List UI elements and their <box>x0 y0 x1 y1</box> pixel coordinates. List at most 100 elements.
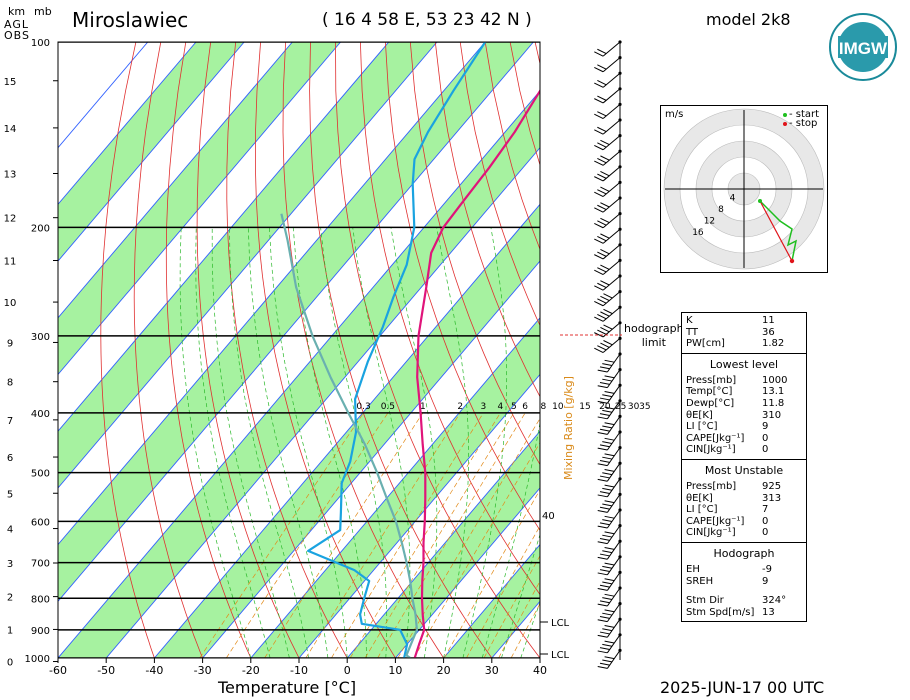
wind-barb-feather <box>604 593 615 597</box>
wind-barb-feather <box>604 484 615 488</box>
mixing-ratio-tick-label: 10 <box>552 402 564 412</box>
index-value: -9 <box>762 563 772 575</box>
moist-adiabat <box>320 227 388 658</box>
wind-barb-feather <box>594 51 604 57</box>
wind-barb-feather <box>597 666 608 669</box>
series-line-temperature <box>413 88 540 658</box>
km-tick-label: 13 <box>4 170 17 181</box>
mixing-ratio-tick-label: 1 <box>420 402 426 412</box>
wind-barb-feather <box>600 295 610 302</box>
wind-barb-feather <box>602 503 613 507</box>
wind-barb <box>594 150 621 166</box>
wind-barb-feather <box>597 369 608 373</box>
index-name: SREH <box>686 575 714 587</box>
wind-barb-feather <box>604 422 615 426</box>
index-value: 0 <box>762 527 769 539</box>
wind-barb-feather <box>600 186 610 192</box>
hodograph-ring-label: 8 <box>718 205 724 215</box>
wind-barb <box>597 431 621 451</box>
mixing-ratio-tick-label: 6 <box>522 402 528 412</box>
wind-barb-feather <box>604 437 615 441</box>
mixing-ratio-tick-label: 4 <box>498 402 504 412</box>
wind-barb-feather <box>600 171 610 177</box>
index-value: 11 <box>762 315 775 326</box>
wind-barb-feather <box>597 494 608 498</box>
wind-barb-feather <box>604 469 615 472</box>
index-name: Stm Dir <box>686 595 724 607</box>
wind-barb-feather <box>602 425 613 429</box>
index-name: TT <box>686 326 699 338</box>
wind-barb-feather <box>597 298 607 304</box>
index-name: CAPE[Jkg⁻¹] <box>686 432 745 444</box>
station-title: Miroslawiec <box>72 8 189 32</box>
dry-adiabat <box>254 42 396 658</box>
hodograph-ring-label: 12 <box>704 217 715 227</box>
km-tick-label: 12 <box>4 214 17 225</box>
km-tick-label: 0 <box>7 658 13 669</box>
wind-barb-feather <box>597 126 607 133</box>
wind-barb-feather <box>594 285 604 291</box>
wind-barb-feather <box>600 249 610 255</box>
wind-barb-feather <box>599 459 610 463</box>
dry-adiabat <box>459 42 540 327</box>
x-tick-label: -30 <box>194 664 212 677</box>
pressure-tick-label: 400 <box>31 409 50 420</box>
wind-barb <box>597 478 621 498</box>
wind-barb <box>594 166 621 182</box>
wind-barb-feather <box>597 432 608 435</box>
wind-barb-feather <box>603 340 613 346</box>
wind-barb-feather <box>594 191 604 197</box>
wind-barb-feather <box>597 111 607 117</box>
wind-barb <box>594 213 621 229</box>
hodograph-ring-label: 16 <box>692 228 704 238</box>
wind-barb <box>597 416 621 435</box>
km-tick-label: 8 <box>7 378 13 389</box>
km-axis-label: km <box>8 5 26 18</box>
wind-barb-feather <box>594 207 604 213</box>
model-label: model 2k8 <box>706 10 791 29</box>
wind-barb-feather <box>597 463 608 467</box>
station-coordinates: ( 16 4 58 E, 53 23 42 N ) <box>322 10 532 30</box>
isotherm <box>105 146 540 658</box>
isotherm <box>395 487 540 658</box>
index-row: Press[mb] 925 <box>686 481 802 493</box>
hodograph-stop-vector <box>759 200 793 262</box>
wind-barb-feather <box>604 515 615 519</box>
moist-adiabat <box>520 601 540 658</box>
wind-barb-staff <box>602 104 621 119</box>
index-row: K 11 <box>686 315 802 327</box>
index-value: 324° <box>762 595 787 607</box>
wind-barb-feather <box>597 48 607 55</box>
isotherm <box>58 42 534 602</box>
isotherm <box>58 42 293 319</box>
wind-barb-feather <box>597 525 608 529</box>
wind-barb <box>597 572 621 591</box>
wind-barb-feather <box>600 342 610 348</box>
index-name: CAPE[Jkg⁻¹] <box>686 515 745 527</box>
lowest-level-section: Lowest level Press[mb] 1000 Temp[°C] 13.1 De… <box>682 354 806 460</box>
wind-barb-feather <box>597 478 608 482</box>
wind-barb-feather <box>594 98 604 104</box>
wind-barb-feather <box>603 324 613 330</box>
wind-barb-staff <box>606 509 621 529</box>
wind-barb-staff <box>606 603 621 622</box>
wind-barb-feather <box>597 510 608 513</box>
wind-barb-feather <box>597 588 608 591</box>
wind-barb <box>597 400 621 420</box>
index-row: Dewp[°C] 11.8 <box>686 398 802 410</box>
index-name: K <box>686 315 693 326</box>
wind-barb-feather <box>594 316 604 322</box>
moist-adiabat <box>292 227 367 658</box>
index-row: CAPE[Jkg⁻¹] 0 <box>686 516 802 528</box>
wind-barb-staff <box>602 119 621 135</box>
wind-barb-staff <box>606 353 621 373</box>
moist-adiabat <box>269 227 348 658</box>
wind-barb-feather <box>602 456 613 460</box>
wind-barb-feather <box>604 547 615 550</box>
wind-barb-feather <box>602 378 613 382</box>
wind-barb-feather <box>597 385 608 389</box>
index-value: 7 <box>762 504 769 516</box>
isotherm <box>154 203 540 658</box>
